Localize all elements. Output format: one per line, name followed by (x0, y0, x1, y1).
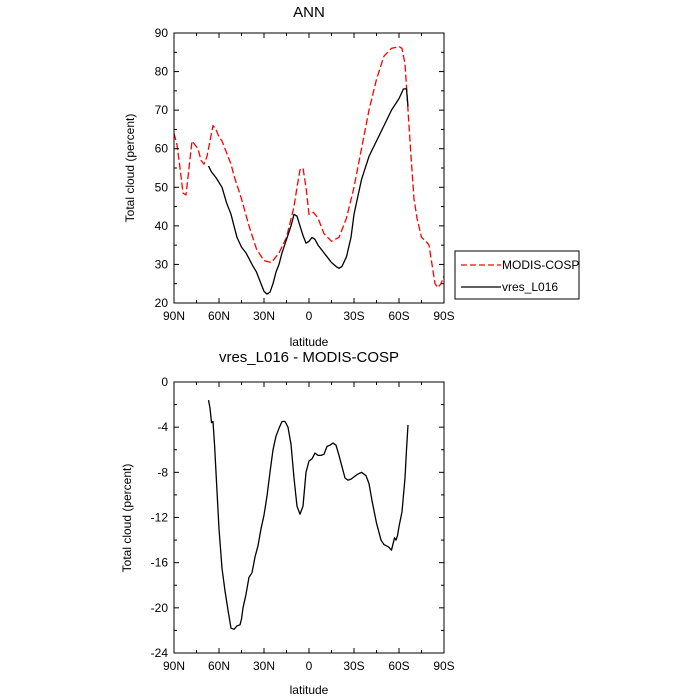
bottom-y-tick-label: -8 (157, 465, 168, 479)
legend-label-vres-l016: vres_L016 (502, 280, 558, 294)
bottom-x-tick-label: 60N (208, 659, 230, 673)
top-y-tick-label: 90 (155, 26, 169, 40)
top-x-tick-label: 90N (163, 309, 185, 323)
bottom-series-line-0 (207, 399, 409, 630)
top-y-tick-label: 80 (155, 65, 169, 79)
bottom-x-tick-label: 0 (306, 659, 313, 673)
bottom-x-axis-label: latitude (290, 683, 329, 697)
top-y-tick-label: 20 (155, 296, 169, 310)
top-y-tick-label: 60 (155, 142, 169, 156)
bottom-y-tick-label: -20 (151, 601, 169, 615)
top-series-line-1 (207, 88, 409, 295)
top-plot-frame (173, 32, 445, 304)
top-x-tick-label: 60S (388, 309, 409, 323)
top-plot-area: 90N 60N 30N 0 30S 60S 90S 20 30 40 50 60 70 80 90 (155, 26, 455, 323)
top-y-axis-label: Total cloud (percent) (123, 114, 137, 223)
top-panel: ANN 90N 60N 30N 0 30S 60S 90S2030405060708090 … (123, 4, 580, 349)
top-y-tick-label: 40 (155, 219, 169, 233)
bottom-panel: vres_L016 - MODIS-COSP 90N 60N 30N 0 30S 60S 9… (120, 349, 455, 697)
top-x-axis-label: latitude (290, 335, 329, 349)
top-x-tick-label: 90S (433, 309, 454, 323)
bottom-y-tick-label: -12 (151, 511, 169, 525)
top-legend: MODIS-COSP vres_L016 (454, 250, 580, 300)
bottom-y-tick-label: -24 (151, 646, 169, 660)
top-series-line-0 (173, 45, 445, 289)
top-y-tick-label: 70 (155, 103, 169, 117)
top-chart-title: ANN (293, 4, 325, 21)
top-x-tick-label: 60N (208, 309, 230, 323)
bottom-plot-area: 90N 60N 30N 0 30S 60S 90S 0 -4 -8 -12 -16 -20 -24 (151, 375, 455, 673)
legend-box (454, 250, 580, 300)
top-x-tick-label: 0 (306, 309, 313, 323)
bottom-x-tick-label: 30N (253, 659, 275, 673)
bottom-x-tick-label: 30S (343, 659, 364, 673)
bottom-x-tick-label: 60S (388, 659, 409, 673)
bottom-chart-title: vres_L016 - MODIS-COSP (219, 349, 399, 366)
top-x-tick-label: 30N (253, 309, 275, 323)
bottom-y-tick-label: -16 (151, 556, 169, 570)
bottom-y-axis-label: Total cloud (percent) (120, 464, 134, 573)
bottom-y-tick-label: 0 (161, 375, 168, 389)
bottom-y-tick-label: -4 (157, 420, 168, 434)
top-x-tick-label: 30S (343, 309, 364, 323)
bottom-x-tick-label: 90S (433, 659, 454, 673)
bottom-plot-frame (173, 381, 445, 654)
top-y-tick-label: 50 (155, 180, 169, 194)
top-y-tick-label: 30 (155, 257, 169, 271)
legend-label-modis-cosp: MODIS-COSP (502, 258, 579, 272)
bottom-x-tick-label: 90N (163, 659, 185, 673)
